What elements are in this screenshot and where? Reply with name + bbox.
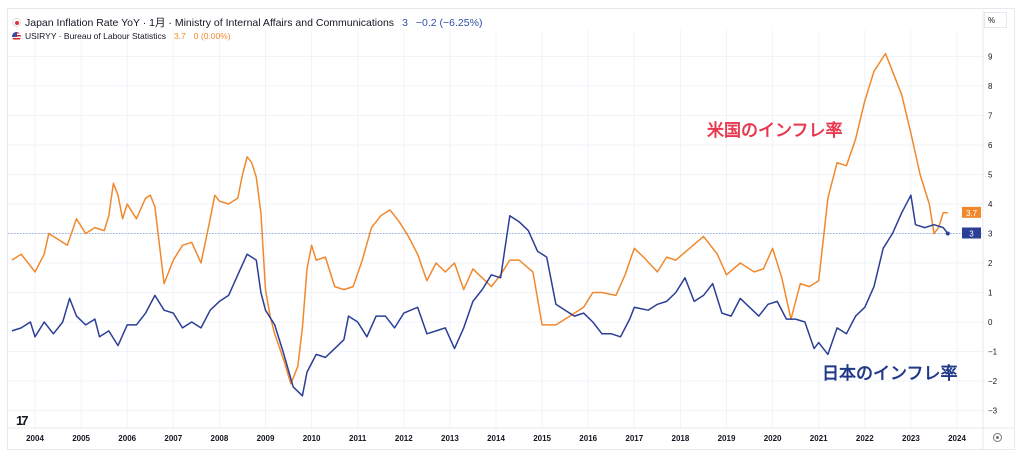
chart-frame (7, 8, 1015, 450)
y-tick-label: 4 (988, 200, 993, 209)
last-value-badge-us (962, 206, 981, 218)
y-tick-label: 5 (988, 171, 993, 180)
x-tick-label: 2020 (764, 434, 782, 443)
last-point-jp (945, 231, 950, 236)
series-line-jp (11, 194, 949, 397)
y-tick-label: 3 (988, 230, 993, 239)
legend-japan-title: Japan Inflation Rate YoY · 1月 · Ministry… (25, 17, 395, 29)
y-tick-label: 2 (988, 259, 993, 268)
annotation-us-inflation: 米国のインフレ率 (707, 121, 843, 141)
legend-japan-value: 3 (402, 16, 408, 29)
x-tick-label: 2012 (395, 434, 413, 443)
x-tick-label: 2022 (856, 434, 874, 443)
x-tick-label: 2004 (26, 434, 44, 443)
x-tick-label: 2016 (579, 434, 597, 443)
x-tick-label: 2021 (810, 434, 828, 443)
last-value-badge-jp (962, 227, 981, 239)
x-tick-label: 2005 (72, 434, 90, 443)
last-value-label-us: 3.7 (966, 209, 978, 218)
x-tick-label: 2013 (441, 434, 459, 443)
axis-unit-button[interactable]: % (984, 12, 1007, 28)
x-tick-label: 2015 (533, 434, 551, 443)
y-tick-label: 7 (988, 112, 993, 121)
y-tick-label: −2 (988, 377, 998, 386)
x-tick-label: 2006 (118, 434, 136, 443)
y-tick-label: 8 (988, 82, 993, 91)
x-tick-label: 2017 (625, 434, 643, 443)
x-tick-label: 2007 (164, 434, 182, 443)
legend-japan[interactable]: Japan Inflation Rate YoY · 1月 · Ministry… (12, 15, 482, 30)
x-tick-label: 2024 (948, 434, 966, 443)
y-tick-label: 6 (988, 141, 993, 150)
x-tick-label: 2009 (257, 434, 275, 443)
annotation-japan-inflation: 日本のインフレ率 (822, 364, 958, 384)
y-tick-label: 0 (988, 318, 993, 327)
tradingview-logo[interactable]: 17 (16, 413, 29, 428)
us-flag-icon (12, 31, 21, 41)
y-tick-label: 1 (988, 289, 993, 298)
legend-us[interactable]: USIRYY · Bureau of Labour Statistics 3.7… (12, 31, 231, 41)
last-value-label-jp: 3 (969, 230, 974, 239)
x-tick-label: 2014 (487, 434, 505, 443)
x-tick-label: 2010 (303, 434, 321, 443)
y-tick-label: −3 (988, 407, 998, 416)
x-tick-label: 2023 (902, 434, 920, 443)
x-tick-label: 2008 (211, 434, 229, 443)
japan-flag-icon (12, 18, 21, 27)
legend-us-title: USIRYY · Bureau of Labour Statistics (25, 31, 166, 41)
legend-us-value: 3.7 (173, 31, 186, 41)
x-tick-label: 2011 (349, 434, 367, 443)
legend-japan-change: −0.2 (−6.25%) (415, 16, 483, 29)
x-tick-label: 2018 (672, 434, 690, 443)
y-tick-label: −1 (988, 348, 998, 357)
x-tick-label: 2019 (718, 434, 736, 443)
legend-us-change: 0 (0.00%) (193, 31, 231, 41)
series-line-us (11, 52, 948, 385)
gear-icon[interactable] (993, 433, 1002, 442)
y-tick-label: 9 (988, 53, 993, 62)
